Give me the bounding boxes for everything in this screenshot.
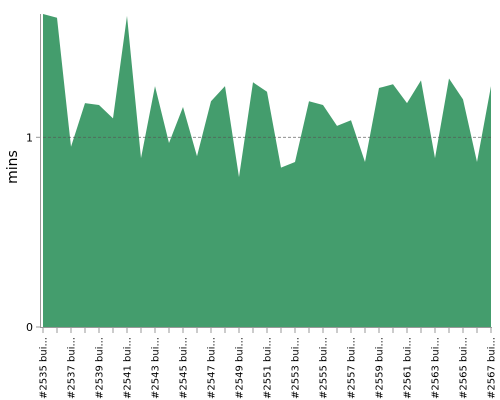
x-tick-label: #2539 bui... — [95, 337, 106, 399]
x-tick-label: #2559 bui... — [375, 337, 386, 399]
x-tick-label: #2535 bui... — [39, 337, 50, 399]
x-tick-label: #2565 bui... — [459, 337, 470, 399]
x-tick-label: #2537 bui... — [67, 337, 78, 399]
x-tick-label: #2545 bui... — [179, 337, 190, 399]
x-tick-label: #2553 bui... — [291, 337, 302, 399]
area-series — [43, 14, 491, 327]
x-tick-label: #2555 bui... — [319, 337, 330, 399]
x-tick-label: #2563 bui... — [431, 337, 442, 399]
x-tick-label: #2549 bui... — [235, 337, 246, 399]
y-axis-title: mins — [5, 150, 21, 184]
x-tick-label: #2541 bui... — [123, 337, 134, 399]
x-tick-label: #2547 bui... — [207, 337, 218, 399]
y-tick-label: 0 — [26, 321, 33, 334]
y-tick-label: 1 — [26, 131, 33, 144]
x-tick-label: #2557 bui... — [347, 337, 358, 399]
x-tick-label: #2543 bui... — [151, 337, 162, 399]
x-tick-label: #2567 bui... — [487, 337, 498, 399]
x-tick-label: #2551 bui... — [263, 337, 274, 399]
x-tick-label: #2561 bui... — [403, 337, 414, 399]
